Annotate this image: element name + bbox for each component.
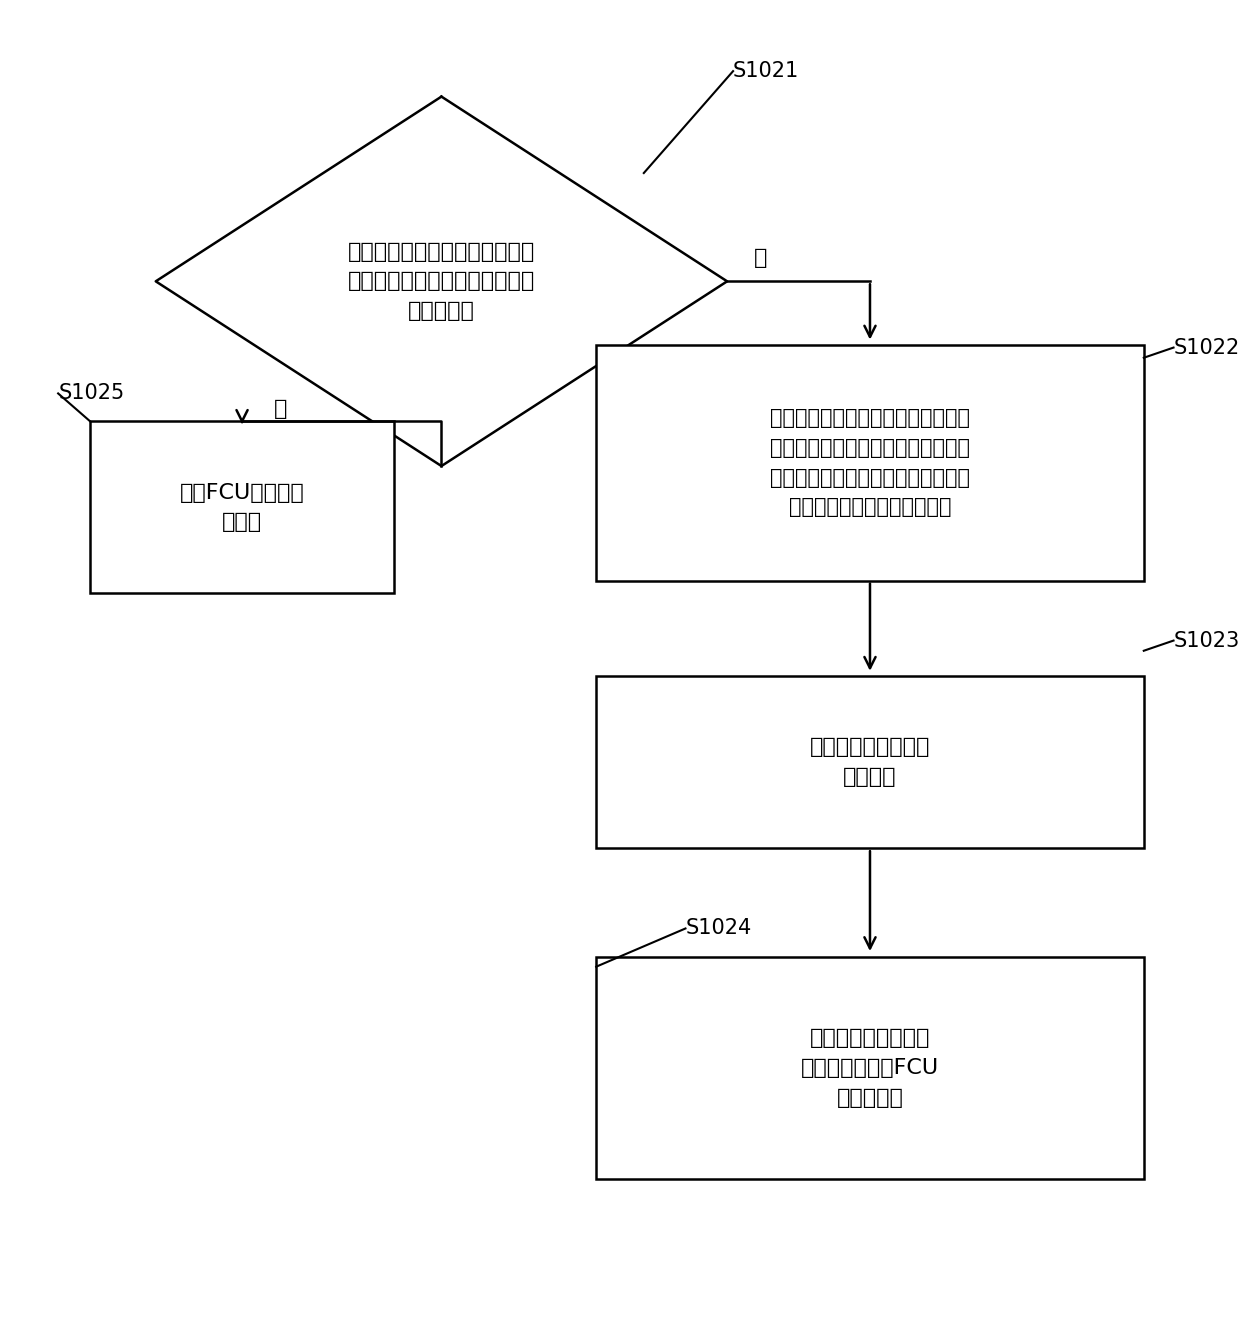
Text: S1025: S1025	[58, 384, 124, 403]
Text: 否: 否	[274, 398, 288, 419]
Bar	[596, 957, 1143, 1180]
Text: 判断该高压总线的电流值是否超
过了动力电池允许的最大持续充
电电流限值: 判断该高压总线的电流值是否超 过了动力电池允许的最大持续充 电电流限值	[347, 242, 536, 321]
Text: S1023: S1023	[1173, 630, 1240, 650]
Text: 保持FCU的发电功
率不变: 保持FCU的发电功 率不变	[180, 483, 305, 532]
Text: 根据目标温度值和当
前温度值，确定FCU
的发电功率: 根据目标温度值和当 前温度值，确定FCU 的发电功率	[801, 1028, 939, 1108]
Polygon shape	[156, 97, 727, 466]
Text: S1021: S1021	[733, 61, 800, 81]
Text: 根据预先存储的动力电池的最大持续
充电电流限值和温度之间的对应关系
，确定该动力电池允许的最大持续充
电电流限值对应的目标温度值: 根据预先存储的动力电池的最大持续 充电电流限值和温度之间的对应关系 ，确定该动力…	[770, 409, 970, 518]
Text: S1022: S1022	[1173, 337, 1240, 357]
Bar	[91, 422, 394, 593]
Text: 获取该动力电池的当
前温度值: 获取该动力电池的当 前温度值	[810, 738, 930, 787]
Bar	[596, 345, 1143, 581]
Bar	[596, 677, 1143, 848]
Text: 是: 是	[754, 248, 768, 268]
Text: S1024: S1024	[686, 918, 751, 938]
